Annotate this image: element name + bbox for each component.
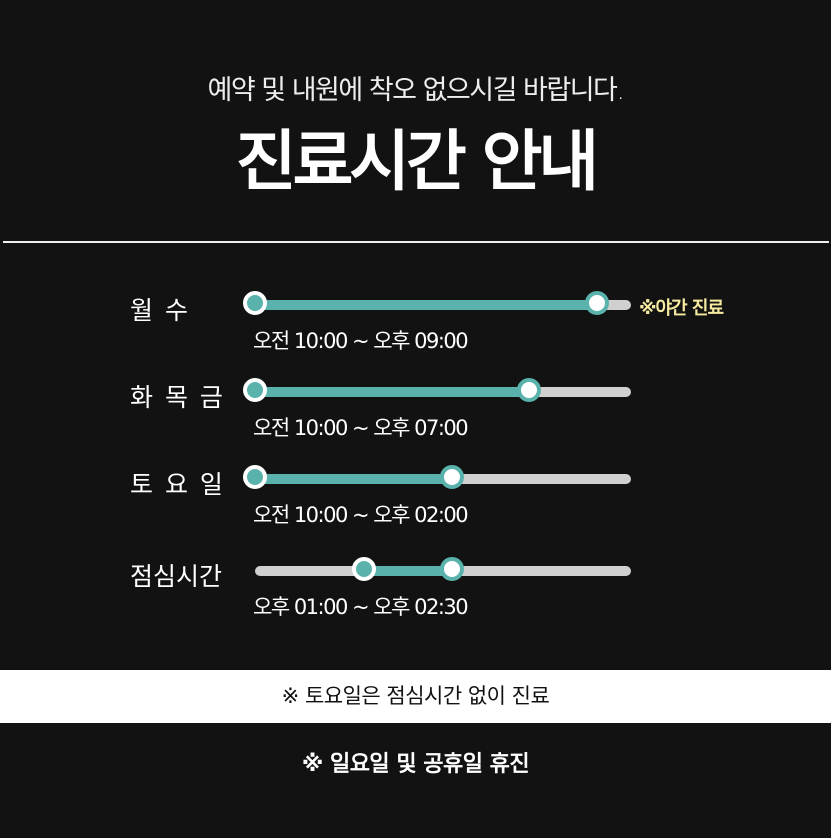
slider-start-handle[interactable] (243, 378, 267, 402)
slider-end-handle[interactable] (440, 557, 465, 581)
subtitle: 예약 및 내원에 착오 없으시길 바랍니다. (207, 75, 625, 106)
day-label: 점심시간 (130, 562, 223, 591)
time-range-slider[interactable] (243, 291, 631, 315)
schedule-row-lunch: 점심시간 오후 01:00 ~ 오후 02:30 (0, 557, 831, 651)
day-label: 월 수 (130, 296, 190, 325)
schedule-row-tue-thu-fri: 화 목 금 오전 10:00 ~ 오후 07:00 (0, 378, 831, 472)
time-range-text: 오전 10:00 ~ 오후 09:00 (253, 329, 469, 353)
slider-fill (364, 566, 453, 576)
night-clinic-note: ※야간 진료 (639, 298, 724, 319)
page-title: 진료시간 안내 (235, 123, 599, 200)
time-range-slider[interactable] (243, 465, 631, 489)
slider-fill (255, 474, 453, 484)
time-range-slider[interactable] (243, 378, 631, 402)
divider (3, 241, 829, 243)
slider-fill (255, 300, 598, 310)
time-range-text: 오전 10:00 ~ 오후 07:00 (253, 416, 469, 440)
schedule-row-saturday: 토 요 일 오전 10:00 ~ 오후 02:00 (0, 465, 831, 559)
slider-start-handle[interactable] (243, 465, 267, 489)
day-label: 화 목 금 (130, 383, 225, 412)
slider-fill (255, 387, 530, 397)
slider-start-handle[interactable] (243, 291, 267, 315)
holiday-notice: ※ 일요일 및 공휴일 휴진 (301, 752, 530, 777)
slider-end-handle[interactable] (585, 291, 610, 315)
time-range-text: 오전 10:00 ~ 오후 02:00 (253, 503, 469, 527)
slider-end-handle[interactable] (517, 378, 542, 402)
day-label: 토 요 일 (130, 470, 225, 499)
schedule-row-mon-wed: 월 수 ※야간 진료 오전 10:00 ~ 오후 09:00 (0, 291, 831, 385)
slider-start-handle[interactable] (352, 557, 377, 581)
slider-end-handle[interactable] (440, 465, 465, 489)
saturday-notice: ※ 토요일은 점심시간 없이 진료 (0, 670, 831, 723)
time-range-slider[interactable] (255, 557, 631, 581)
time-range-text: 오후 01:00 ~ 오후 02:30 (253, 595, 469, 619)
